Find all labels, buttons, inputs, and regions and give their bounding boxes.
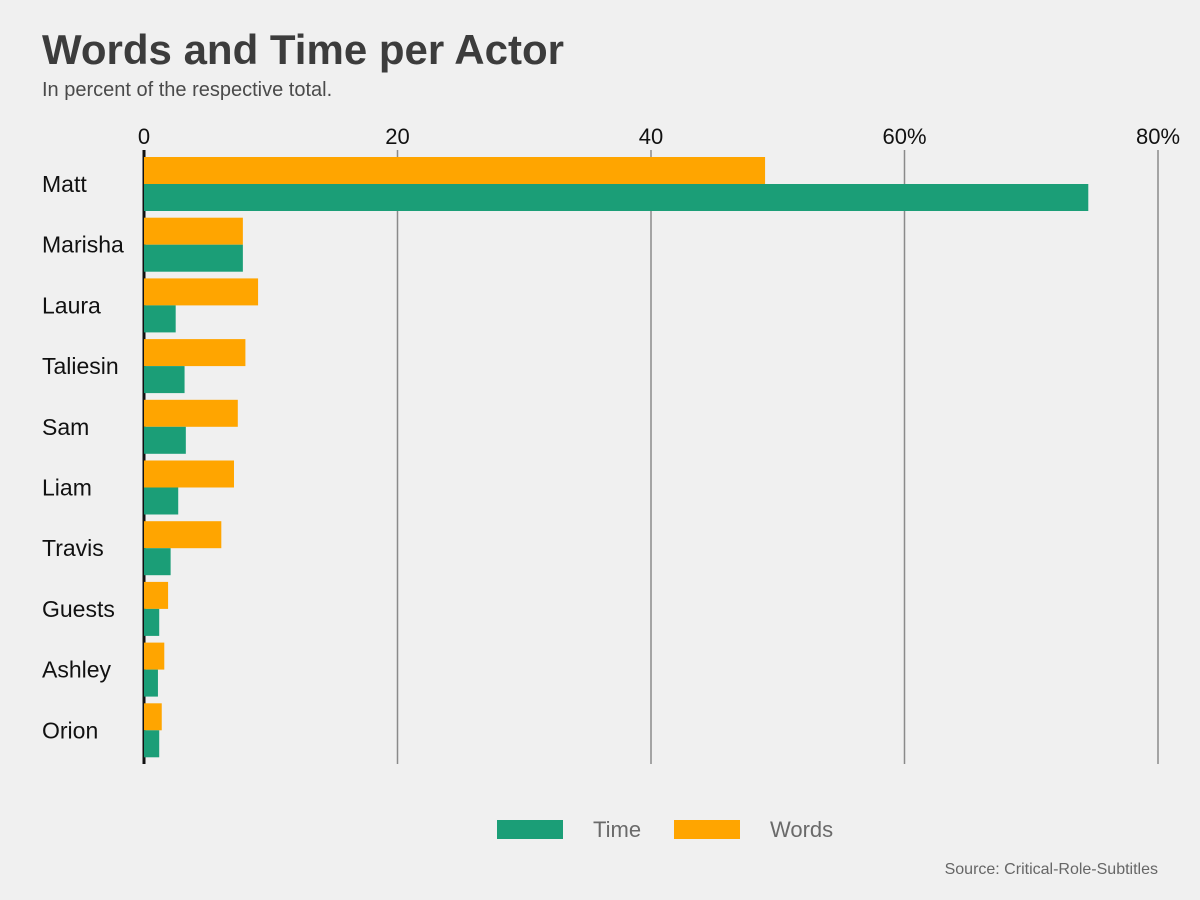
x-axis-ticks: 0 20 40 60% 80% xyxy=(138,124,1180,149)
legend: Time Words xyxy=(497,817,833,842)
y-axis-categories: Matt Marisha Laura Taliesin Sam Liam Travis Gue… xyxy=(42,171,124,743)
category-label: Sam xyxy=(42,414,89,440)
legend-label-time: Time xyxy=(593,817,641,842)
legend-label-words: Words xyxy=(770,817,833,842)
source-note: Source: Critical-Role-Subtitles xyxy=(944,861,1158,878)
bar-words-ashley xyxy=(144,642,165,670)
category-label: Liam xyxy=(42,475,92,501)
bar-words-sam xyxy=(144,399,238,427)
bar-time-marisha xyxy=(144,244,243,272)
category-label: Ashley xyxy=(42,657,112,683)
bar-time-matt xyxy=(144,184,1089,211)
bar-words-marisha xyxy=(144,217,243,245)
category-label: Travis xyxy=(42,535,104,561)
bar-time-sam xyxy=(144,426,186,454)
category-label: Orion xyxy=(42,717,98,743)
chart-subtitle: In percent of the respective total. xyxy=(42,79,333,101)
x-tick-label: 40 xyxy=(639,124,663,149)
category-label: Guests xyxy=(42,596,115,622)
bars xyxy=(144,157,1089,758)
category-label: Marisha xyxy=(42,232,124,258)
gridlines xyxy=(142,150,1159,764)
bar-time-liam xyxy=(144,487,179,515)
bar-time-orion xyxy=(144,730,160,758)
bar-time-laura xyxy=(144,305,176,333)
bar-words-travis xyxy=(144,521,222,549)
chart-title: Words and Time per Actor xyxy=(42,26,564,73)
category-label: Matt xyxy=(42,171,87,197)
bar-words-orion xyxy=(144,703,162,731)
legend-swatch-time xyxy=(497,820,563,839)
x-tick-label: 60% xyxy=(882,124,926,149)
bar-words-liam xyxy=(144,460,234,488)
category-label: Laura xyxy=(42,292,101,318)
x-tick-label: 80% xyxy=(1136,124,1180,149)
bar-words-laura xyxy=(144,278,259,306)
category-label: Taliesin xyxy=(42,353,119,379)
bar-time-guests xyxy=(144,608,160,636)
x-tick-label: 20 xyxy=(385,124,409,149)
bar-time-travis xyxy=(144,548,171,576)
bar-words-guests xyxy=(144,581,169,609)
x-tick-label: 0 xyxy=(138,124,150,149)
legend-swatch-words xyxy=(674,820,740,839)
bar-words-matt xyxy=(144,157,766,184)
bar-words-taliesin xyxy=(144,339,246,367)
bar-time-ashley xyxy=(144,669,158,697)
bar-time-taliesin xyxy=(144,366,185,394)
